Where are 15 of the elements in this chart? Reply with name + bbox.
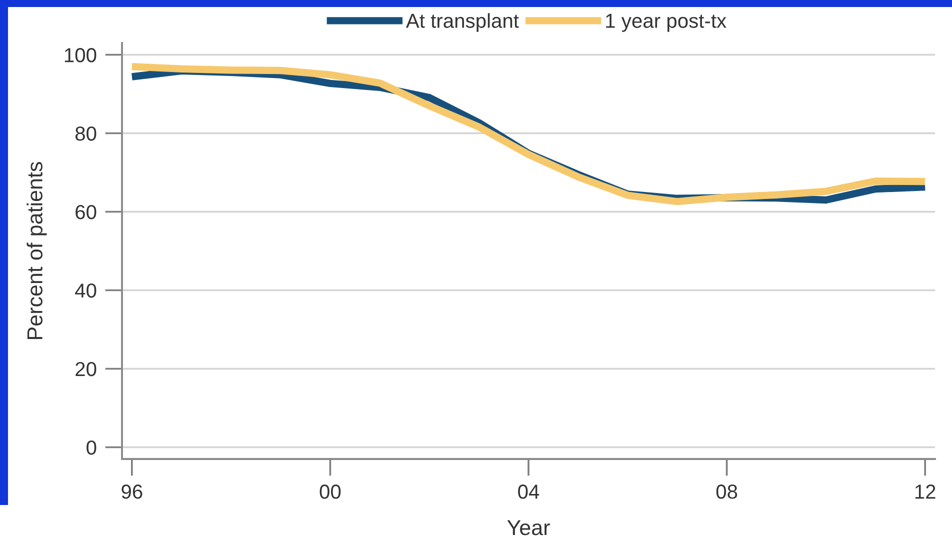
x-axis-title: Year [507, 520, 550, 536]
y-tick-label: 60 [76, 204, 96, 220]
legend-label: At transplant [406, 13, 519, 32]
y-axis-title: Percent of patients [26, 162, 47, 339]
y-tick-label: 40 [75, 283, 96, 298]
x-tick-label: 00 [320, 484, 341, 499]
y-tick-label: 20 [76, 362, 96, 376]
y-tick-label: 100 [64, 48, 96, 62]
x-tick-label: 04 [518, 484, 540, 499]
y-tick-label: 80 [75, 126, 96, 141]
x-tick-label: 96 [122, 484, 142, 499]
x-tick-label: 08 [716, 484, 738, 499]
y-tick-label: 0 [86, 440, 96, 455]
legend-label: 1 year post-tx [606, 14, 726, 32]
x-tick-label: 12 [915, 484, 936, 499]
